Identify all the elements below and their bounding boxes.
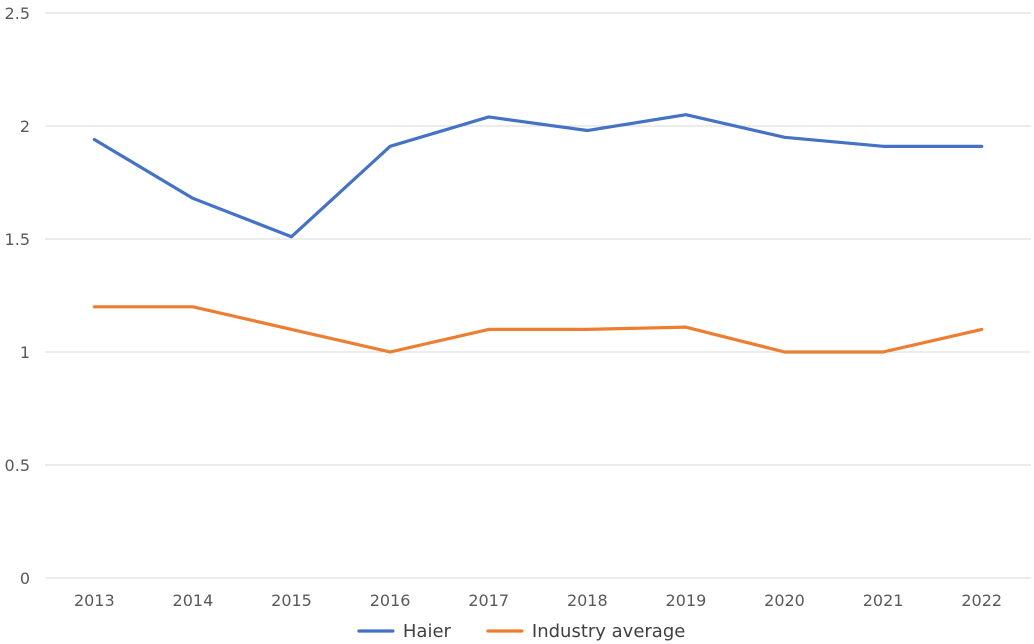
y-tick-label: 1 [20, 343, 30, 362]
y-tick-label: 0.5 [5, 456, 30, 475]
x-tick-label: 2022 [961, 591, 1002, 610]
y-axis-tick-labels: 0 0.5 1 1.5 2 2.5 [5, 4, 30, 588]
series-lines [92, 113, 984, 354]
x-tick-label: 2013 [74, 591, 115, 610]
y-tick-label: 1.5 [5, 230, 30, 249]
y-tick-label: 0 [20, 569, 30, 588]
legend: Haier Industry average [357, 621, 685, 642]
y-tick-label: 2.5 [5, 4, 30, 23]
gridlines [45, 12, 1031, 579]
x-tick-label: 2014 [173, 591, 214, 610]
x-tick-label: 2019 [666, 591, 707, 610]
y-tick-label: 2 [20, 117, 30, 136]
series-line-haier [92, 113, 984, 239]
x-tick-label: 2018 [567, 591, 608, 610]
x-tick-label: 2020 [764, 591, 805, 610]
series-line-industry-average [92, 305, 984, 354]
legend-label: Haier [403, 621, 452, 642]
x-tick-label: 2017 [468, 591, 509, 610]
x-axis-tick-labels: 2013 2014 2015 2016 2017 2018 2019 2020 2021 2022 [74, 591, 1002, 610]
x-tick-label: 2016 [370, 591, 411, 610]
legend-label: Industry average [532, 621, 685, 642]
x-tick-label: 2021 [863, 591, 904, 610]
x-tick-label: 2015 [271, 591, 312, 610]
